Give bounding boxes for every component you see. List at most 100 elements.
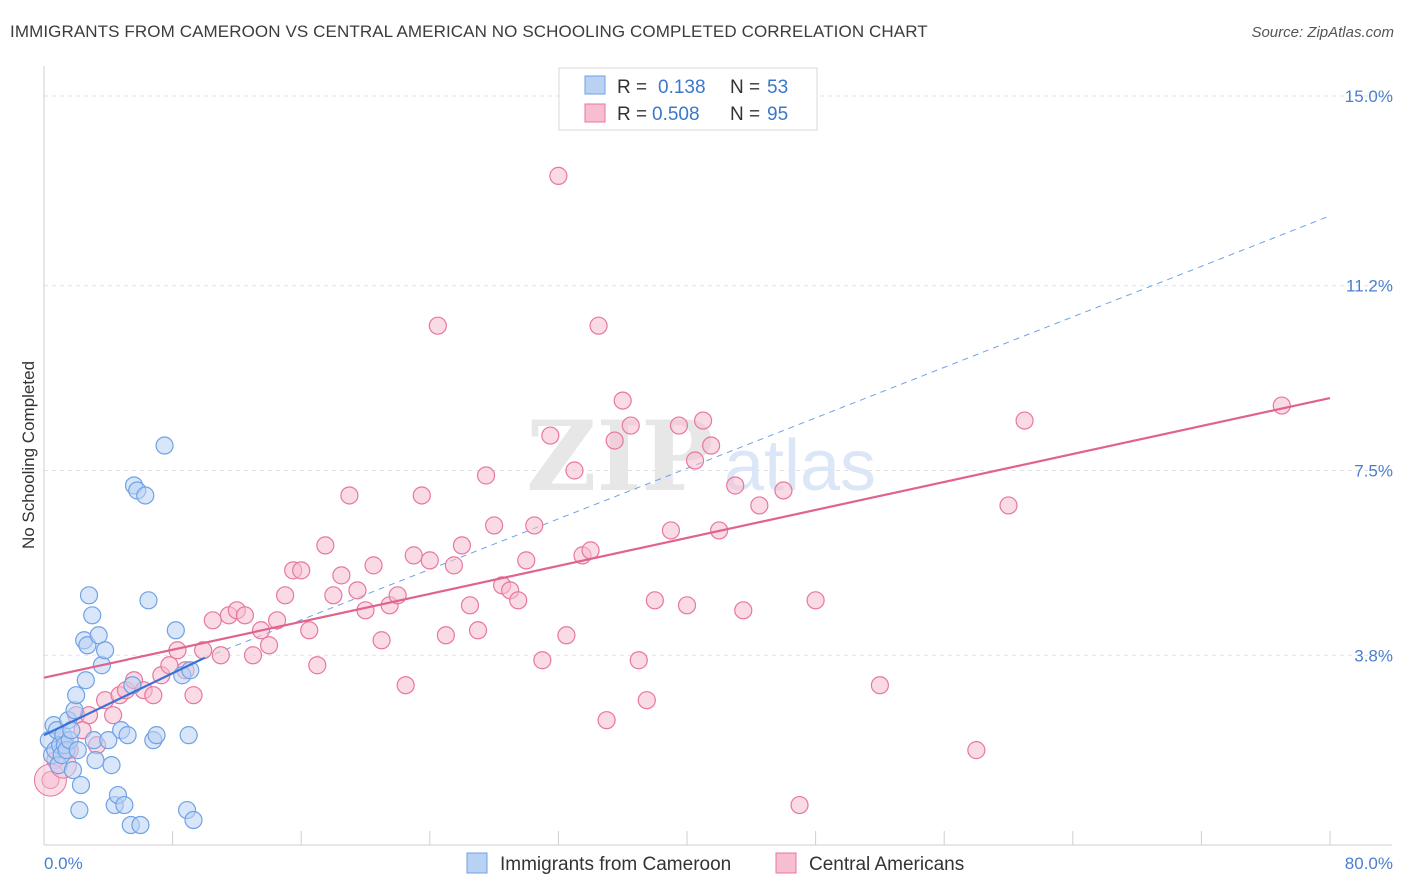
- point-central-american-88: [774, 481, 793, 500]
- trend-pink-solid: [43, 397, 1331, 679]
- point-central-american-34: [300, 621, 319, 640]
- point-central-american-82: [693, 411, 713, 430]
- legend-swatch-blue: [584, 75, 606, 95]
- point-central-american-53: [452, 536, 472, 555]
- y-axis-label: No Schooling Completed: [19, 361, 38, 549]
- point-cameroon-42: [136, 486, 155, 505]
- point-central-american-55: [468, 621, 488, 640]
- point-central-american-87: [750, 496, 769, 515]
- point-central-american-52: [444, 556, 464, 575]
- chart-title: IMMIGRANTS FROM CAMEROON VS CENTRAL AMER…: [10, 22, 928, 41]
- point-central-american-71: [597, 711, 616, 730]
- point-central-american-40: [348, 581, 367, 600]
- point-cameroon-26: [86, 751, 105, 770]
- point-cameroon-31: [102, 756, 121, 775]
- point-cameroon-35: [115, 795, 134, 815]
- point-cameroon-16: [67, 686, 86, 705]
- watermark: ZIP atlas: [526, 400, 876, 513]
- point-cameroon-38: [123, 676, 142, 695]
- point-central-american-73: [613, 391, 632, 410]
- point-cameroon-30: [99, 731, 118, 750]
- chart-source: Source: ZipAtlas.com: [1251, 24, 1394, 41]
- watermark-zip: ZIP: [526, 400, 713, 513]
- point-central-american-75: [629, 651, 648, 670]
- point-central-american-33: [292, 561, 311, 580]
- point-central-american-72: [605, 431, 624, 450]
- point-central-american-69: [581, 541, 600, 560]
- point-central-american-23: [211, 646, 230, 665]
- legend-box: R = 0.138 N = 53 R = 0.508 N = 95: [558, 67, 818, 131]
- point-central-american-54: [460, 596, 480, 615]
- trend-lines: [43, 397, 1331, 737]
- point-central-american-31: [276, 586, 295, 605]
- gridlines: [44, 95, 1392, 656]
- point-central-american-36: [316, 536, 335, 555]
- point-central-american-78: [661, 521, 681, 540]
- point-cameroon-46: [155, 436, 174, 455]
- point-cameroon-45: [147, 726, 166, 745]
- point-cameroon-27: [89, 626, 108, 645]
- y-tick-label-0: 3.8%: [1354, 646, 1393, 665]
- point-central-american-95: [1272, 396, 1291, 415]
- y-tick-label-3: 15.0%: [1345, 87, 1393, 106]
- legend-r-value-1: 0.138: [658, 77, 706, 98]
- axes: [43, 66, 1392, 846]
- point-cameroon-18: [70, 800, 89, 820]
- trend-blue-dashed: [204, 215, 1331, 659]
- legend-n-label-2: N =: [730, 104, 760, 125]
- point-central-american-80: [677, 596, 697, 615]
- point-central-american-81: [685, 451, 705, 470]
- point-central-american-37: [324, 586, 343, 605]
- point-central-american-47: [404, 546, 423, 565]
- point-central-american-90: [806, 591, 825, 610]
- point-cameroon-23: [79, 586, 99, 605]
- y-tick-label-2: 11.2%: [1346, 277, 1393, 296]
- point-central-american-70: [589, 316, 608, 335]
- bottom-legend-label-blue: Immigrants from Cameroon: [500, 854, 731, 875]
- point-cameroon-47: [166, 621, 185, 640]
- point-cameroon-21: [76, 671, 95, 690]
- trend-line-blue-extended: [204, 215, 1331, 659]
- point-central-american-63: [533, 651, 552, 670]
- point-central-american-66: [557, 626, 576, 645]
- point-central-american-29: [259, 636, 279, 655]
- point-central-american-35: [308, 656, 327, 675]
- point-cameroon-19: [71, 775, 91, 795]
- point-cameroon-14: [63, 760, 83, 780]
- point-central-american-41: [356, 601, 375, 620]
- legend-n-value-2: 95: [767, 104, 788, 125]
- point-central-american-38: [332, 566, 351, 585]
- point-central-american-93: [999, 496, 1018, 515]
- point-cameroon-43: [139, 591, 158, 610]
- point-central-american-48: [412, 486, 431, 505]
- bottom-legend-swatch-blue: [466, 852, 488, 874]
- legend-swatch-pink: [584, 103, 606, 123]
- point-central-american-61: [517, 551, 536, 570]
- point-central-american-51: [436, 626, 455, 645]
- bottom-legend-swatch-pink: [775, 852, 797, 874]
- point-central-american-62: [525, 516, 544, 535]
- legend-n-value-1: 53: [767, 77, 788, 98]
- point-central-american-26: [235, 606, 255, 625]
- point-cameroon-41: [131, 815, 150, 835]
- trend-blue-solid: [43, 656, 206, 737]
- point-central-american-94: [1015, 411, 1034, 430]
- point-central-american-83: [702, 436, 721, 455]
- x-tick-label-right: 80.0%: [1345, 854, 1393, 873]
- tick-labels: 3.8% 7.5% 11.2% 15.0% 0.0% 80.0%: [44, 87, 1393, 873]
- legend-r-label-2: R =: [617, 104, 647, 125]
- point-central-american-57: [485, 516, 504, 535]
- point-central-american-56: [476, 466, 496, 485]
- point-central-american-77: [645, 591, 664, 610]
- legend-r-value-2: 0.508: [652, 104, 700, 125]
- point-cameroon-24: [83, 606, 102, 625]
- point-central-american-50: [428, 316, 447, 335]
- point-cameroon-29: [95, 641, 115, 660]
- point-central-american-30: [267, 611, 287, 630]
- point-central-american-39: [340, 486, 359, 505]
- point-central-american-43: [372, 631, 391, 650]
- point-central-american-67: [565, 461, 584, 480]
- x-tick-label-left: 0.0%: [44, 854, 83, 873]
- point-central-american-20: [184, 686, 203, 705]
